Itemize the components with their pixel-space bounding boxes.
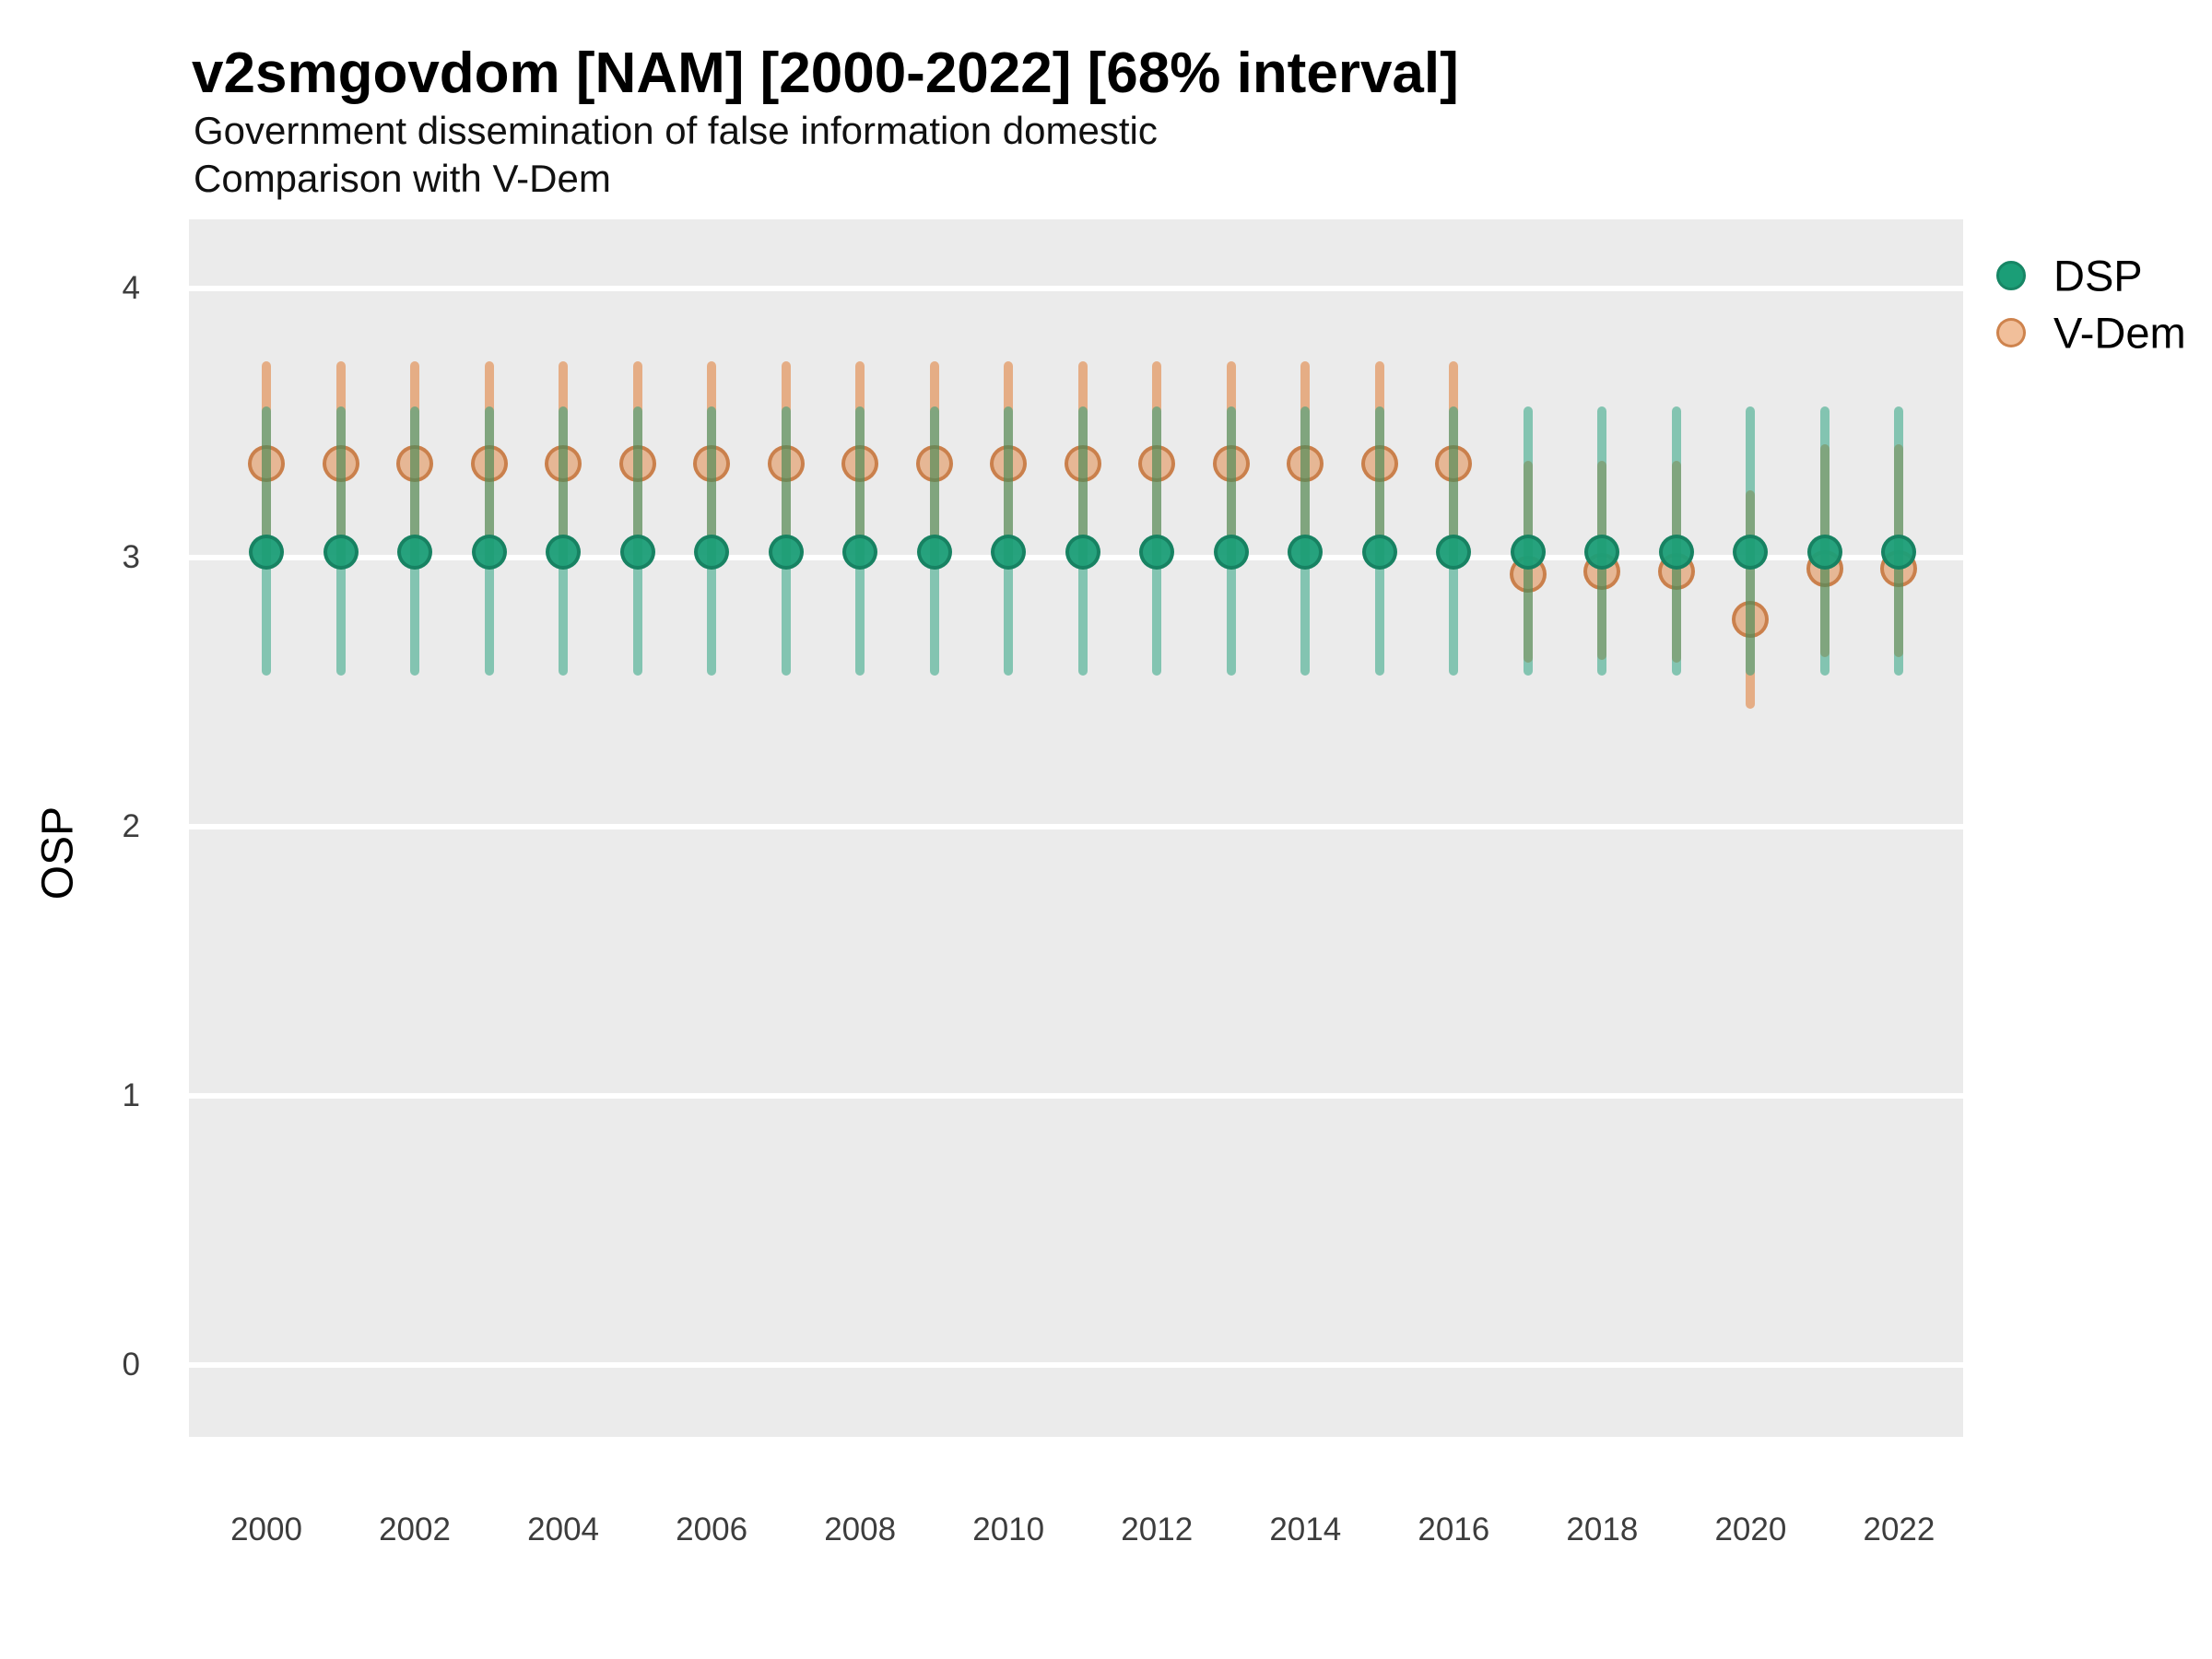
dsp-point (991, 535, 1027, 571)
dsp-point (1361, 535, 1397, 571)
dsp-point (1806, 535, 1842, 571)
x-tick-label-2006: 2006 (676, 1512, 748, 1547)
x-tick-label-2010: 2010 (972, 1512, 1045, 1547)
gridline-y-1 (189, 1093, 1963, 1099)
x-tick-label-2000: 2000 (230, 1512, 302, 1547)
legend-item-dsp: DSP (1996, 252, 2212, 300)
x-tick-label-2018: 2018 (1566, 1512, 1639, 1547)
dsp-point (1288, 535, 1324, 571)
legend-label: V-Dem (2053, 308, 2186, 358)
y-tick-label-3: 3 (122, 539, 140, 575)
chart-subtitle-line2: Comparison with V-Dem (194, 157, 611, 200)
dsp-point (1510, 535, 1546, 571)
gridline-y-0 (189, 1362, 1963, 1368)
dsp-point (1139, 535, 1175, 571)
x-tick-label-2012: 2012 (1121, 1512, 1194, 1547)
dsp-point (1881, 535, 1917, 571)
chart-subtitle-line1: Government dissemination of false inform… (194, 109, 1158, 152)
dsp-point (916, 535, 952, 571)
y-axis-title: OSP (33, 806, 83, 900)
dsp-point (1213, 535, 1249, 571)
dsp-point (768, 535, 804, 571)
x-tick-label-2008: 2008 (824, 1512, 897, 1547)
dsp-point (1065, 535, 1100, 571)
x-tick-label-2014: 2014 (1269, 1512, 1342, 1547)
dsp-point (546, 535, 582, 571)
dsp-point (323, 535, 359, 571)
plot-panel (189, 219, 1963, 1437)
chart-title: v2smgovdom [NAM] [2000-2022] [68% interv… (192, 41, 1459, 105)
x-tick-label-2002: 2002 (379, 1512, 451, 1547)
dsp-point (1658, 535, 1694, 571)
dsp-point (1436, 535, 1472, 571)
x-tick-label-2004: 2004 (527, 1512, 600, 1547)
dsp-point (694, 535, 730, 571)
x-tick-label-2016: 2016 (1418, 1512, 1490, 1547)
legend-item-vdem: V-Dem (1996, 309, 2212, 358)
dsp-point (842, 535, 878, 571)
legend-label: DSP (2053, 251, 2143, 300)
dsp-point (397, 535, 433, 571)
x-tick-label-2020: 2020 (1714, 1512, 1787, 1547)
dsp-legend-dot-icon (1996, 261, 2026, 290)
gridline-y-4 (189, 286, 1963, 291)
vdem-legend-dot-icon (1996, 318, 2026, 347)
y-tick-label-1: 1 (122, 1077, 140, 1113)
y-tick-label-0: 0 (122, 1347, 140, 1382)
dsp-point (1584, 535, 1620, 571)
x-tick-label-2022: 2022 (1863, 1512, 1936, 1547)
gridline-y-2 (189, 824, 1963, 830)
dsp-point (619, 535, 655, 571)
dsp-point (249, 535, 284, 571)
dsp-point (471, 535, 507, 571)
dsp-point (1733, 535, 1769, 571)
y-tick-label-4: 4 (122, 270, 140, 306)
y-tick-label-2: 2 (122, 808, 140, 844)
